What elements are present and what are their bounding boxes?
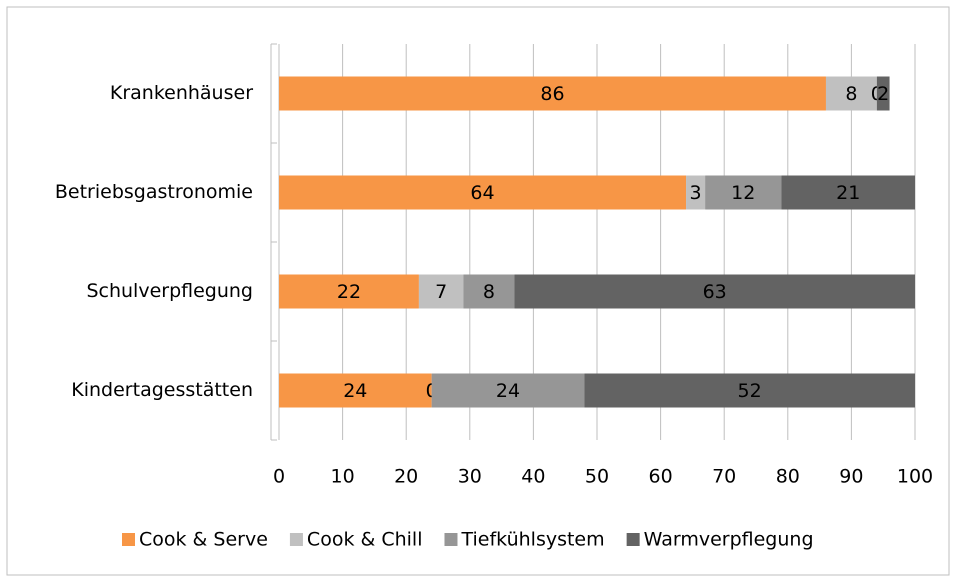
- y-tick-label: Krankenhäuser: [110, 82, 253, 104]
- value-label: 3: [690, 182, 702, 204]
- bar-segment: [705, 175, 782, 210]
- value-label: 22: [337, 281, 361, 303]
- legend-swatch: [444, 533, 458, 546]
- x-tick-label: 90: [839, 466, 863, 488]
- bar-segment: [825, 76, 877, 111]
- legend-swatch: [289, 533, 303, 546]
- bar-segment: [418, 274, 464, 309]
- value-label: 86: [540, 83, 564, 105]
- bar-segment: [781, 175, 915, 210]
- x-tick-label: 20: [394, 466, 418, 488]
- value-label: 63: [703, 281, 727, 303]
- y-tick-label: Schulverpflegung: [86, 280, 253, 302]
- bar-segment: [279, 274, 419, 309]
- bar-segment: [584, 373, 915, 408]
- legend-label: Warmverpflegung: [644, 529, 814, 551]
- x-tick-label: 30: [458, 466, 482, 488]
- x-tick-label: 70: [712, 466, 736, 488]
- x-tick-label: 0: [273, 466, 285, 488]
- legend-swatch: [122, 533, 135, 546]
- value-label: 2: [877, 83, 889, 105]
- x-tick-label: 100: [897, 466, 933, 488]
- legend-swatch: [626, 533, 640, 546]
- value-label: 21: [836, 182, 860, 204]
- x-tick-label: 80: [776, 466, 800, 488]
- bar-segment: [431, 373, 585, 408]
- y-tick-label: Betriebsgastronomie: [55, 181, 253, 203]
- value-label: 24: [343, 380, 367, 402]
- x-tick-label: 60: [649, 466, 673, 488]
- bar-segment: [279, 373, 432, 408]
- bar-segment: [463, 274, 515, 309]
- legend-label: Cook & Serve: [139, 529, 268, 551]
- bar-segment: [876, 76, 890, 111]
- value-label: 8: [483, 281, 495, 303]
- x-tick-label: 50: [585, 466, 609, 488]
- value-label: 52: [738, 380, 762, 402]
- y-tick-label: Kindertagesstätten: [71, 379, 253, 401]
- bar-segment: [279, 175, 687, 210]
- bar-segment: [686, 175, 706, 210]
- legend-label: Tiefkühlsystem: [460, 529, 604, 551]
- value-label: 12: [731, 182, 755, 204]
- value-label: 64: [470, 182, 494, 204]
- value-label: 7: [435, 281, 447, 303]
- legend-label: Cook & Chill: [307, 529, 423, 551]
- bar-segment: [514, 274, 915, 309]
- value-label: 24: [496, 380, 520, 402]
- bar-segment: [279, 76, 826, 111]
- x-tick-label: 40: [521, 466, 545, 488]
- x-tick-label: 10: [331, 466, 355, 488]
- value-label: 8: [845, 83, 857, 105]
